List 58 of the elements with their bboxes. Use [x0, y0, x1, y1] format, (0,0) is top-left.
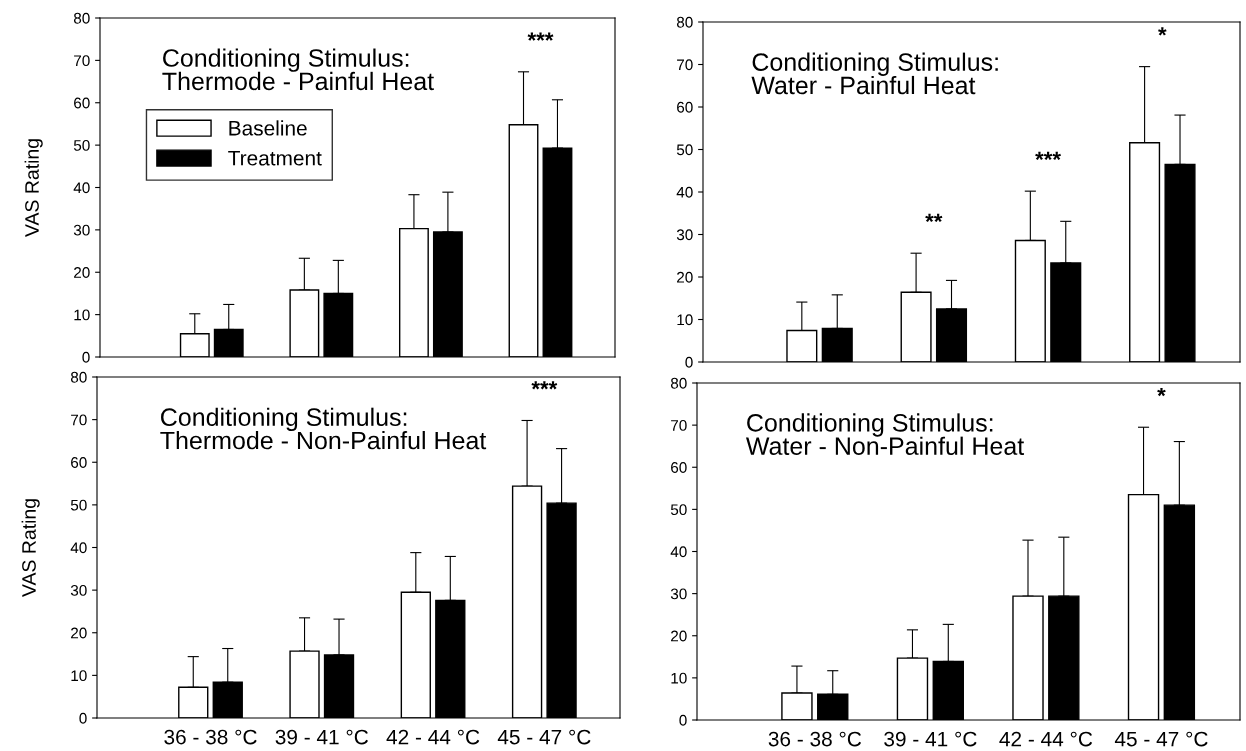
y-axis-title: VAS Rating: [21, 499, 40, 597]
y-tick-label: 80: [670, 377, 687, 389]
y-tick-label: 70: [677, 59, 693, 71]
annotation: ***: [531, 381, 558, 390]
y-tick-label: 30: [670, 588, 687, 600]
y-tick-label: 40: [670, 546, 687, 558]
y-tick-label: 0: [82, 351, 90, 363]
y-tick-label: 0: [679, 714, 687, 726]
x-tick-label: 45 - 47 °C: [1114, 731, 1208, 747]
y-tick-label: 50: [676, 144, 693, 156]
x-tick-label: 36 - 38 °C: [768, 731, 862, 747]
y-tick-label: 20: [74, 267, 90, 278]
y-tick-label: 80: [676, 16, 693, 28]
y-tick-label: 20: [71, 627, 87, 639]
text: Conditioning Stimulus: Water - Painful Heat: [751, 52, 998, 95]
x-tick-label: 36 - 38 °C: [164, 729, 257, 745]
y-tick-label: 40: [676, 186, 693, 198]
x-tick-label: 42 - 44 °C: [386, 729, 480, 745]
y-tick-label: 60: [671, 462, 687, 473]
y-tick-label: 40: [73, 182, 90, 194]
text: Conditioning Stimulus: Thermode - Painful Heat: [162, 48, 434, 91]
x-tick-label: 39 - 41 °C: [884, 731, 977, 747]
y-tick-label: 30: [70, 584, 87, 596]
annotation: *: [1157, 387, 1166, 397]
y-tick-label: 80: [73, 12, 90, 24]
y-tick-label: 0: [685, 356, 693, 368]
y-tick-label: 80: [70, 371, 87, 383]
y-tick-label: 10: [677, 314, 693, 326]
y-tick-label: 70: [74, 55, 90, 67]
legend-label: Baseline: [229, 120, 307, 136]
y-tick-label: 20: [677, 271, 693, 283]
y-tick-label: 10: [74, 309, 90, 321]
text: Conditioning Stimulus: Thermode - Non-Painful Heat: [160, 407, 487, 450]
x-tick-label: 39 - 41 °C: [275, 729, 368, 745]
y-tick-label: 30: [676, 229, 693, 241]
y-tick-label: 70: [71, 414, 87, 426]
y-tick-label: 50: [70, 499, 87, 511]
annotation: **: [925, 213, 943, 223]
y-tick-label: 30: [73, 224, 90, 236]
annotation: ***: [527, 32, 554, 41]
y-tick-label: 10: [671, 672, 687, 684]
y-tick-label: 70: [671, 419, 687, 431]
y-tick-label: 0: [79, 712, 87, 724]
y-tick-label: 60: [677, 101, 693, 113]
x-tick-label: 42 - 44 °C: [999, 731, 1093, 747]
text: Conditioning Stimulus: Water - Non-Painful Heat: [745, 413, 1025, 455]
y-axis-title: VAS Rating: [24, 139, 43, 237]
annotation: *: [1158, 27, 1167, 36]
y-tick-label: 10: [71, 670, 87, 682]
y-tick-label: 20: [671, 630, 687, 642]
y-tick-label: 50: [670, 504, 687, 516]
y-tick-label: 50: [73, 139, 90, 151]
x-tick-label: 45 - 47 °C: [497, 729, 591, 745]
y-tick-label: 60: [71, 457, 87, 468]
y-tick-label: 40: [70, 542, 87, 554]
legend-label: Treatment: [228, 151, 322, 166]
annotation: ***: [1035, 151, 1061, 161]
y-tick-label: 60: [74, 97, 90, 109]
